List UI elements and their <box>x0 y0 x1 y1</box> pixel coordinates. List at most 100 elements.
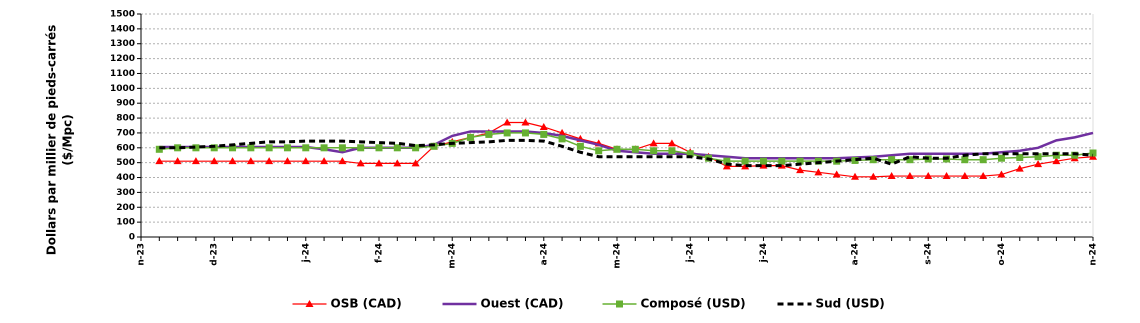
marker <box>851 172 859 180</box>
x-tick-label: f-24 <box>375 243 385 263</box>
marker <box>357 144 365 152</box>
marker <box>173 157 182 165</box>
marker <box>155 157 164 165</box>
x-tick-label: j-24 <box>301 243 311 263</box>
marker <box>997 154 1005 162</box>
marker <box>1015 164 1024 172</box>
marker <box>905 172 914 180</box>
y-axis-label: Dollars par millier de pieds-carrés <box>45 25 59 256</box>
legend: OSB (CAD) Ouest (CAD) Composé (USD) Sud (US… <box>292 297 885 311</box>
marker <box>979 156 987 164</box>
marker <box>668 147 676 155</box>
marker <box>558 135 566 143</box>
marker <box>283 144 291 152</box>
marker <box>1052 157 1061 165</box>
marker <box>558 128 567 136</box>
y-tick-label: 200 <box>116 203 135 213</box>
marker <box>393 159 402 167</box>
marker <box>667 139 676 147</box>
x-tick-label: a-24 <box>539 243 549 265</box>
marker <box>521 129 529 137</box>
marker <box>302 144 310 152</box>
marker <box>356 159 365 167</box>
marker <box>979 172 988 180</box>
marker <box>887 172 896 180</box>
y-tick-label: 1100 <box>110 69 135 79</box>
marker <box>375 144 383 152</box>
legend-label: OSB (CAD) <box>331 297 402 311</box>
marker <box>247 144 255 152</box>
marker <box>851 156 859 164</box>
legend-label: Composé (USD) <box>641 297 746 311</box>
marker <box>320 157 329 165</box>
marker <box>649 139 658 147</box>
marker <box>411 159 420 167</box>
x-tick-label: n-24 <box>1089 243 1099 266</box>
marker <box>869 156 877 164</box>
marker <box>741 157 749 165</box>
y-tick-label: 1000 <box>110 84 135 94</box>
marker <box>540 130 548 138</box>
y-tick-label: 1200 <box>110 54 135 64</box>
marker <box>814 168 823 176</box>
marker <box>723 157 731 165</box>
marker <box>796 166 805 174</box>
marker <box>1016 153 1024 161</box>
marker <box>338 144 346 152</box>
marker <box>869 172 878 180</box>
x-tick-label: a-24 <box>851 243 861 265</box>
series-line <box>159 138 1094 168</box>
marker <box>174 144 182 152</box>
marker <box>741 162 750 170</box>
marker <box>1034 160 1043 168</box>
marker <box>942 172 951 180</box>
marker <box>265 144 273 152</box>
marker <box>650 147 658 155</box>
y-tick-label: 0 <box>129 233 135 243</box>
x-tick-label: o-24 <box>997 243 1007 265</box>
marker <box>485 130 493 138</box>
marker <box>722 162 731 170</box>
legend-label: Ouest (CAD) <box>481 297 564 311</box>
marker <box>686 150 694 158</box>
y-tick-label: 300 <box>116 188 135 198</box>
marker <box>759 157 767 165</box>
y-tick-label: 1500 <box>110 10 135 20</box>
marker <box>616 300 623 308</box>
marker <box>832 170 841 178</box>
x-tick-label: d-23 <box>210 243 220 266</box>
marker <box>521 118 530 126</box>
x-tick-label: j-24 <box>759 243 769 263</box>
marker <box>778 157 786 165</box>
marker <box>338 157 347 165</box>
y-tick-label: 1300 <box>110 39 135 49</box>
marker <box>906 156 914 164</box>
marker <box>631 145 639 153</box>
marker <box>375 159 383 167</box>
y-tick-label: 500 <box>116 158 135 168</box>
y-tick-label: 800 <box>116 114 135 124</box>
marker <box>961 156 969 164</box>
y-axis-label: ($/Mpc) <box>61 114 75 165</box>
x-tick-label: m-24 <box>448 243 458 269</box>
marker <box>613 145 621 153</box>
y-tick-label: 100 <box>116 218 135 228</box>
marker <box>210 157 219 165</box>
marker <box>888 156 896 164</box>
marker <box>503 118 512 126</box>
marker <box>1034 153 1042 161</box>
marker <box>412 144 420 152</box>
marker <box>246 157 255 165</box>
marker <box>305 300 314 307</box>
marker <box>192 144 200 152</box>
x-tick-label: s-24 <box>924 243 934 265</box>
x-tick-label: n-23 <box>137 243 147 266</box>
marker <box>576 142 584 150</box>
marker <box>320 144 328 152</box>
legend-label: Sud (USD) <box>816 297 885 311</box>
marker <box>539 122 548 130</box>
marker <box>796 157 804 165</box>
marker <box>229 144 237 152</box>
marker <box>228 157 237 165</box>
